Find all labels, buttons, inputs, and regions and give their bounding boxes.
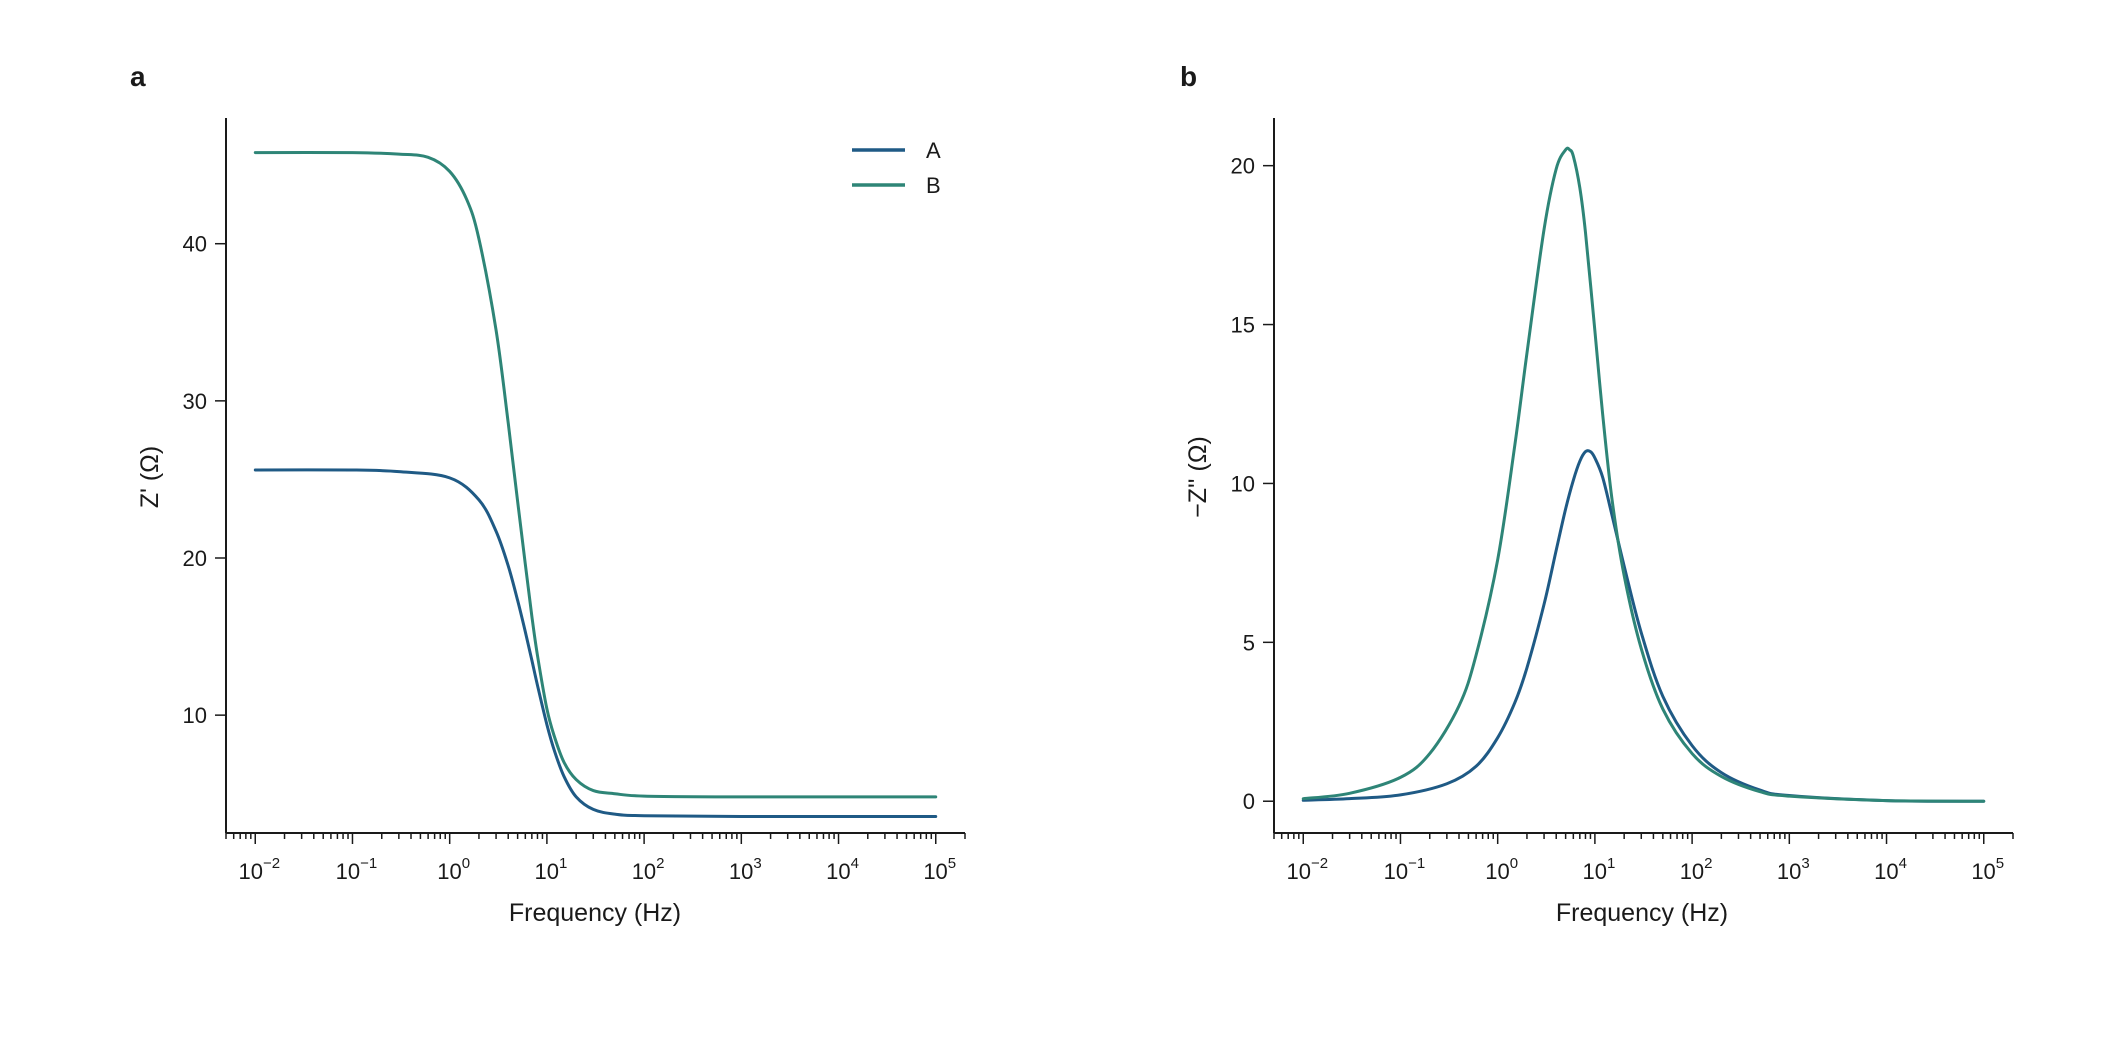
panel-b-series-b-line (1301, 146, 1986, 803)
panel-b-y-tick-label: 20 (1231, 154, 1255, 179)
panel-a-x-tick-label: 101 (534, 855, 567, 884)
panel-b-plot-area: 10−2 10−1 100 101 102 103 104 105 0 5 10 15 20 (1231, 118, 2014, 884)
panel-a-y-tick-label: 40 (183, 232, 207, 257)
panel-b-series-a-line (1301, 449, 1986, 803)
panel-a-y-tick-label: 20 (183, 546, 207, 571)
panel-a-x-tick-label: 105 (923, 855, 956, 884)
panel-b-x-tick-label: 104 (1874, 855, 1907, 884)
panel-a-x-tick-label: 103 (729, 855, 762, 884)
panel-a: a Frequency (Hz) Z' (Ω) 10−2 10−1 100 101 10… (130, 61, 966, 927)
panel-b-x-tick-label: 103 (1777, 855, 1810, 884)
panel-a-x-tick-label: 104 (826, 855, 859, 884)
panel-a-plot-area: 10−2 10−1 100 101 102 103 104 105 10 20 30 40 AB (183, 118, 966, 884)
panel-a-label: a (130, 61, 146, 92)
panel-b-x-tick-label: 102 (1680, 855, 1713, 884)
panel-b-x-tick-label: 105 (1971, 855, 2004, 884)
panel-a-y-axis-label: Z' (Ω) (136, 446, 164, 508)
legend-label-b: B (926, 173, 941, 198)
panel-b-label: b (1180, 61, 1197, 92)
panel-b-x-tick-label: 101 (1582, 855, 1615, 884)
panel-a-x-axis-label: Frequency (Hz) (509, 899, 681, 927)
panel-a-legend: AB (852, 138, 941, 198)
panel-b-x-tick-label: 10−2 (1286, 855, 1328, 884)
panel-a-x-tick-label: 10−2 (238, 855, 280, 884)
legend-label-a: A (926, 138, 941, 163)
panel-a-y-tick-label: 10 (183, 703, 207, 728)
panel-a-x-tick-label: 100 (437, 855, 470, 884)
panel-b-x-tick-label: 10−1 (1384, 855, 1426, 884)
panel-a-x-tick-label: 102 (632, 855, 665, 884)
panel-a-series-b-line (253, 150, 938, 799)
panel-a-series-a-line (253, 468, 938, 819)
panel-b-y-tick-label: 0 (1243, 789, 1255, 814)
panel-b-y-tick-label: 5 (1243, 630, 1255, 655)
panel-b-y-axis-label: −Z'' (Ω) (1184, 436, 1212, 518)
panel-b-x-tick-label: 100 (1485, 855, 1518, 884)
panel-b-x-axis-label: Frequency (Hz) (1556, 899, 1728, 927)
panel-b-y-tick-label: 10 (1231, 471, 1255, 496)
panel-a-x-tick-label: 10−1 (336, 855, 378, 884)
panel-b: b Frequency (Hz) −Z'' (Ω) 10−2 10−1 100 101… (1180, 61, 2014, 927)
panel-b-y-tick-label: 15 (1231, 313, 1255, 338)
panel-a-y-tick-label: 30 (183, 389, 207, 414)
